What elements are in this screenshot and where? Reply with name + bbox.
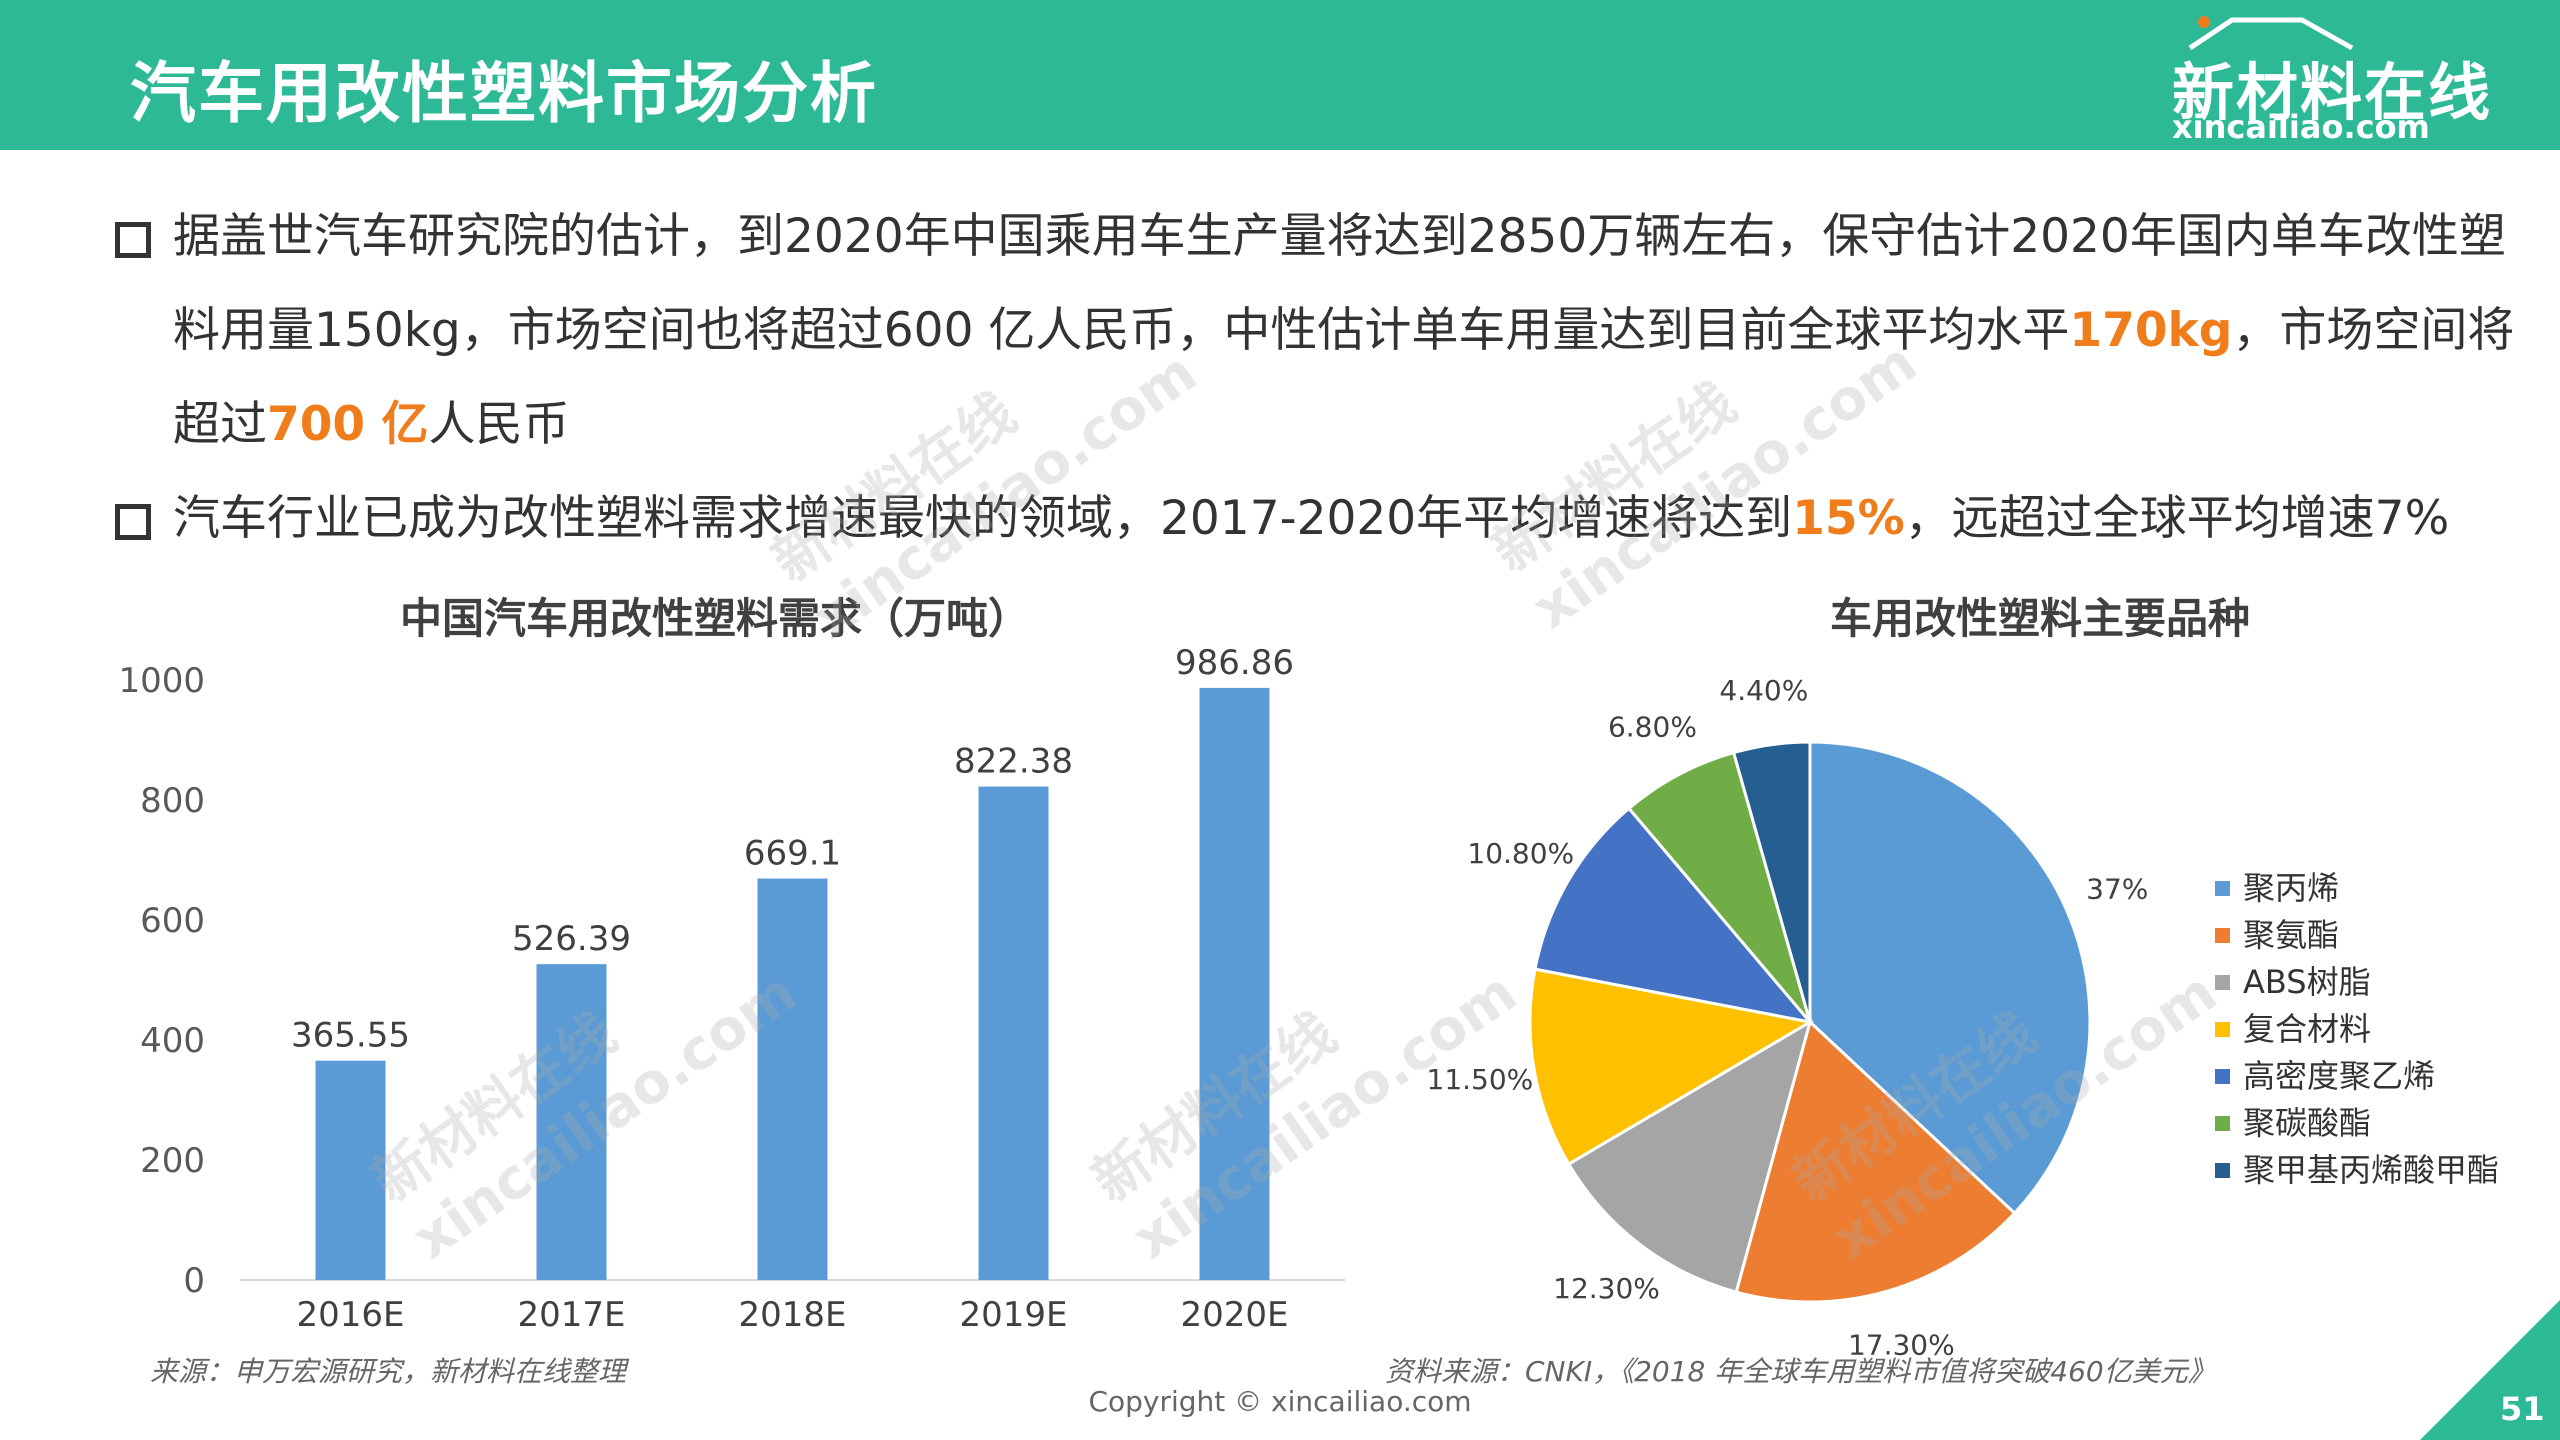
- y-tick-label: 800: [140, 781, 205, 821]
- x-tick-label: 2020E: [1180, 1295, 1288, 1335]
- pie-slice: [1528, 967, 1815, 1167]
- y-tick-label: 600: [140, 901, 205, 941]
- legend-item: 聚氨酯: [2215, 912, 2499, 959]
- data-label: 365.55: [291, 1016, 410, 1056]
- legend-label: 复合材料: [2243, 1010, 2372, 1048]
- logo: 新材料在线 xincailiao.com: [2160, 12, 2490, 146]
- legend-swatch: [2215, 1116, 2230, 1131]
- slice-label: 12.30%: [1553, 1272, 1660, 1305]
- legend-swatch: [2215, 881, 2230, 896]
- legend-item: 聚甲基丙烯酸甲酯: [2215, 1147, 2499, 1194]
- y-tick-label: 0: [183, 1261, 205, 1301]
- house-roof-icon: [2188, 16, 2354, 51]
- highlight-text: 15%: [1792, 491, 1905, 546]
- slice-label: 6.80%: [1608, 710, 1697, 743]
- bullet-text: 人民币: [428, 397, 570, 452]
- data-label: 986.86: [1175, 643, 1294, 683]
- x-tick-label: 2019E: [959, 1295, 1067, 1335]
- legend-item: 复合材料: [2215, 1006, 2499, 1053]
- square-bullet-icon: [115, 504, 151, 540]
- x-tick-label: 2016E: [296, 1295, 404, 1335]
- legend-swatch: [2215, 1022, 2230, 1037]
- bar: [1199, 687, 1270, 1280]
- legend-swatch: [2215, 1163, 2230, 1178]
- legend-swatch: [2215, 975, 2230, 990]
- x-tick-label: 2018E: [738, 1295, 846, 1335]
- bullet-text: ，市场空间将超过: [173, 303, 2515, 452]
- bullet-text: ，远超过全球平均增速7%: [1904, 491, 2450, 546]
- pie-chart: 37% 17.30% 12.30% 11.50% 10.80% 6.80% 4.40%: [1427, 674, 2149, 1361]
- bullet-text: 汽车行业已成为改性塑料需求增速最快的领域，2017-2020年平均增速将达到: [173, 491, 1793, 546]
- pie-chart-title: 车用改性塑料主要品种: [1830, 594, 2251, 643]
- slice-label: 11.50%: [1427, 1063, 1534, 1096]
- data-label: 669.1: [744, 834, 841, 874]
- pie-slice: [1533, 806, 1814, 1025]
- legend-label: 高密度聚乙烯: [2243, 1057, 2436, 1095]
- pie-slice: [1734, 1019, 2017, 1304]
- pie-slice: [1626, 750, 1812, 1023]
- pie-slice: [1566, 1018, 1813, 1294]
- header-bar: 汽车用改性塑料市场分析 新材料在线 xincailiao.com: [0, 0, 2560, 150]
- bar-chart: 0 200 400 600 800 1000 365.55 2016E 526.39 2017E 6…: [118, 643, 1345, 1335]
- data-label: 822.38: [954, 742, 1073, 782]
- legend-label: 聚丙烯: [2243, 869, 2340, 907]
- y-tick-label: 1000: [118, 661, 205, 701]
- legend-swatch: [2215, 1069, 2230, 1084]
- legend-label: 聚氨酯: [2243, 916, 2340, 954]
- bar: [757, 878, 828, 1280]
- bar: [536, 964, 607, 1280]
- slice-label: 37%: [2086, 873, 2148, 906]
- bar: [315, 1060, 386, 1280]
- page-title: 汽车用改性塑料市场分析: [130, 55, 878, 132]
- legend-item: 高密度聚乙烯: [2215, 1053, 2499, 1100]
- page-number: 51: [2500, 1390, 2545, 1428]
- legend-label: 聚碳酸酯: [2243, 1104, 2372, 1142]
- slice-label: 17.30%: [1848, 1328, 1955, 1361]
- slice-label: 10.80%: [1467, 837, 1574, 870]
- y-tick-label: 400: [140, 1021, 205, 1061]
- x-tick-label: 2017E: [517, 1295, 625, 1335]
- bullet-text: 据盖世汽车研究院的估计，到2020年中国乘用车生产量将达到2850万辆左右，保守…: [173, 209, 2506, 358]
- highlight-text: 700 亿: [267, 397, 429, 452]
- data-label: 526.39: [512, 919, 631, 959]
- legend-item: 聚丙烯: [2215, 865, 2499, 912]
- legend-label: ABS树脂: [2243, 963, 2371, 1001]
- copyright: Copyright © xincailiao.com: [1088, 1385, 1472, 1418]
- logo-url: xincailiao.com: [2172, 108, 2430, 146]
- highlight-text: 170kg: [2069, 303, 2233, 358]
- bar-chart-source: 来源：申万宏源研究，新材料在线整理: [150, 1355, 627, 1388]
- y-tick-label: 200: [140, 1141, 205, 1181]
- slice-label: 4.40%: [1719, 674, 1808, 707]
- legend-item: ABS树脂: [2215, 959, 2499, 1006]
- logo-name: 新材料在线: [2172, 56, 2493, 129]
- bullet-item: 汽车行业已成为改性塑料需求增速最快的领域，2017-2020年平均增速将达到15…: [115, 472, 2515, 566]
- legend-item: 聚碳酸酯: [2215, 1100, 2499, 1147]
- bullet-list: 据盖世汽车研究院的估计，到2020年中国乘用车生产量将达到2850万辆左右，保守…: [115, 190, 2515, 566]
- pie-legend: 聚丙烯 聚氨酯 ABS树脂 复合材料 高密度聚乙烯 聚碳酸酯 聚甲基丙烯酸甲酯: [2215, 865, 2499, 1194]
- pie-slice: [1808, 740, 2092, 1216]
- bar: [978, 786, 1049, 1280]
- bullet-item: 据盖世汽车研究院的估计，到2020年中国乘用车生产量将达到2850万辆左右，保守…: [115, 190, 2515, 472]
- pie-chart-source: 资料来源：CNKI，《2018 年全球车用塑料市值将突破460亿美元》: [1385, 1355, 2216, 1388]
- square-bullet-icon: [115, 222, 151, 258]
- legend-swatch: [2215, 928, 2230, 943]
- legend-label: 聚甲基丙烯酸甲酯: [2243, 1151, 2500, 1189]
- pie-slice: [1731, 740, 1812, 1023]
- bar-chart-title: 中国汽车用改性塑料需求（万吨）: [400, 594, 1031, 643]
- page-corner-decoration: [2420, 1300, 2560, 1440]
